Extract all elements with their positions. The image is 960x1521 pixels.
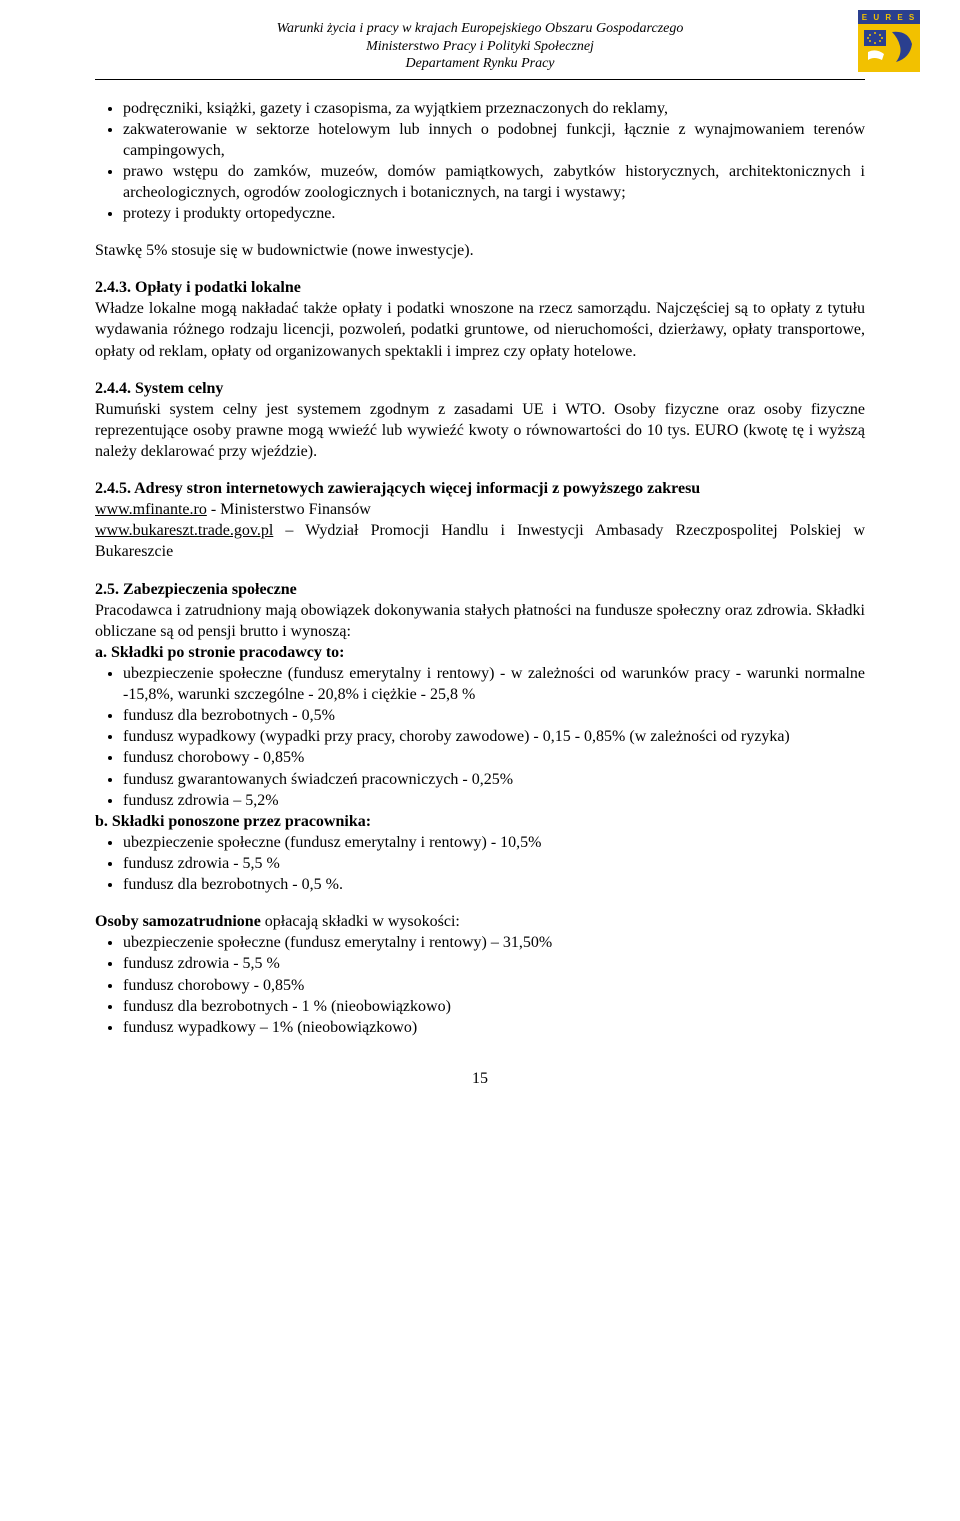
list-item: prawo wstępu do zamków, muzeów, domów pa…	[123, 161, 865, 203]
self-employed-rest: opłacają składki w wysokości:	[261, 913, 460, 930]
list-item: fundusz dla bezrobotnych - 0,5 %.	[123, 874, 865, 895]
section-heading: 2.4.4. System celny	[95, 380, 223, 397]
list-item: fundusz chorobowy - 0,85%	[123, 747, 865, 768]
section-2-4-4: 2.4.4. System celny Rumuński system celn…	[95, 378, 865, 462]
page-header: Warunki życia i pracy w krajach Europejs…	[95, 20, 865, 73]
logo-text: E U R E S	[862, 13, 916, 22]
header-line-2: Ministerstwo Pracy i Polityki Społecznej	[95, 38, 865, 56]
section-2-4-5: 2.4.5. Adresy stron internetowych zawier…	[95, 478, 865, 562]
list-item: ubezpieczenie społeczne (fundusz emeryta…	[123, 832, 865, 853]
link-mfinante[interactable]: www.mfinante.ro	[95, 501, 207, 518]
section-heading: 2.4.5. Adresy stron internetowych zawier…	[95, 480, 700, 497]
header-line-1: Warunki życia i pracy w krajach Europejs…	[95, 20, 865, 38]
self-employed-list: ubezpieczenie społeczne (fundusz emeryta…	[123, 932, 865, 1038]
sub-b-label: b. Składki ponoszone przez pracownika:	[95, 813, 371, 830]
list-item: fundusz dla bezrobotnych - 1 % (nieobowi…	[123, 996, 865, 1017]
sub-b-label-line: b. Składki ponoszone przez pracownika:	[95, 811, 865, 832]
section-intro: Pracodawca i zatrudniony mają obowiązek …	[95, 602, 865, 640]
eures-logo: E U R E S	[858, 10, 920, 72]
top-bullet-list: podręczniki, książki, gazety i czasopism…	[123, 98, 865, 225]
stawka-paragraph: Stawkę 5% stosuje się w budownictwie (no…	[95, 240, 865, 261]
list-item: podręczniki, książki, gazety i czasopism…	[123, 98, 865, 119]
header-rule	[95, 79, 865, 80]
link-after-text: - Ministerstwo Finansów	[207, 501, 371, 518]
header-line-3: Departament Rynku Pracy	[95, 55, 865, 73]
section-2-5: 2.5. Zabezpieczenia społeczne Pracodawca…	[95, 579, 865, 663]
list-item: zakwaterowanie w sektorze hotelowym lub …	[123, 119, 865, 161]
self-employed-line: Osoby samozatrudnione opłacają składki w…	[95, 911, 865, 932]
list-item: ubezpieczenie społeczne (fundusz emeryta…	[123, 932, 865, 953]
list-item: fundusz zdrowia - 5,5 %	[123, 953, 865, 974]
list-item: fundusz dla bezrobotnych - 0,5%	[123, 705, 865, 726]
link-bukareszt-trade[interactable]: www.bukareszt.trade.gov.pl	[95, 522, 273, 539]
self-employed-prefix: Osoby samozatrudnione	[95, 913, 261, 930]
section-heading: 2.5. Zabezpieczenia społeczne	[95, 581, 297, 598]
employer-contribution-list: ubezpieczenie społeczne (fundusz emeryta…	[123, 663, 865, 811]
list-item: fundusz zdrowia - 5,5 %	[123, 853, 865, 874]
list-item: protezy i produkty ortopedyczne.	[123, 203, 865, 224]
section-heading: 2.4.3. Opłaty i podatki lokalne	[95, 279, 301, 296]
list-item: ubezpieczenie społeczne (fundusz emeryta…	[123, 663, 865, 705]
sub-a-label: a. Składki po stronie pracodawcy to:	[95, 644, 345, 661]
page-number: 15	[95, 1070, 865, 1088]
section-2-4-3: 2.4.3. Opłaty i podatki lokalne Władze l…	[95, 277, 865, 361]
list-item: fundusz wypadkowy (wypadki przy pracy, c…	[123, 726, 865, 747]
list-item: fundusz zdrowia – 5,2%	[123, 790, 865, 811]
section-body: Rumuński system celny jest systemem zgod…	[95, 401, 865, 460]
list-item: fundusz wypadkowy – 1% (nieobowiązkowo)	[123, 1017, 865, 1038]
section-body: Władze lokalne mogą nakładać także opłat…	[95, 300, 865, 359]
list-item: fundusz gwarantowanych świadczeń pracown…	[123, 769, 865, 790]
employee-contribution-list: ubezpieczenie społeczne (fundusz emeryta…	[123, 832, 865, 895]
list-item: fundusz chorobowy - 0,85%	[123, 975, 865, 996]
